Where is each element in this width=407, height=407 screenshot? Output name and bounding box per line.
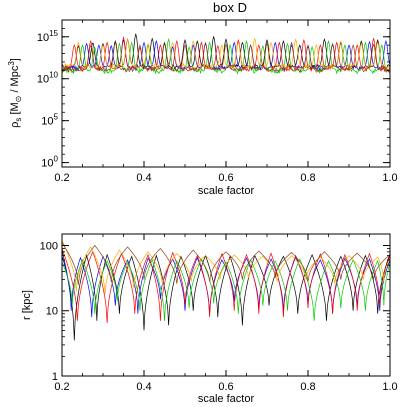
radius-y-axis-label: r [kpc] xyxy=(21,290,33,320)
y-tick-label: 1015 xyxy=(37,29,59,44)
density-x-axis-label: scale factor xyxy=(198,185,255,197)
density-y-axis-label: ρs [M⊙ / Mpc3] xyxy=(7,58,23,128)
x-tick-label: 0.4 xyxy=(136,381,151,393)
y-tick-label: 10 xyxy=(46,306,58,318)
figure-title: box D xyxy=(213,0,247,15)
y-tick-label: 105 xyxy=(41,113,58,128)
x-tick-label: 0.8 xyxy=(300,381,315,393)
x-tick-label: 0.4 xyxy=(136,172,151,184)
x-tick-label: 0.8 xyxy=(300,172,315,184)
x-tick-label: 1.0 xyxy=(382,381,397,393)
density-series-group xyxy=(62,32,390,75)
x-tick-label: 0.2 xyxy=(54,381,69,393)
radius-series-group xyxy=(62,240,390,341)
y-tick-label: 1 xyxy=(52,371,58,383)
radius-line-5 xyxy=(62,242,390,285)
density-line-4 xyxy=(62,37,390,71)
x-tick-label: 0.2 xyxy=(54,172,69,184)
x-tick-label: 0.6 xyxy=(218,381,233,393)
x-tick-label: 1.0 xyxy=(382,172,397,184)
radius-x-axis-label: scale factor xyxy=(198,393,255,405)
radius-panel: 0.2 0.4 0.6 0.8 1.0 1 10 100 scale factor r [kp… xyxy=(21,233,398,405)
density-axes: 0.2 0.4 0.6 0.8 1.0 100 105 1010 1015 xyxy=(37,19,398,184)
radius-line-4 xyxy=(62,240,390,295)
x-tick-label: 0.6 xyxy=(218,172,233,184)
radius-line-2 xyxy=(62,248,390,323)
y-tick-label: 100 xyxy=(41,155,58,170)
y-tick-label: 1010 xyxy=(37,71,59,86)
density-line-3 xyxy=(62,37,390,75)
density-line-5 xyxy=(62,41,390,74)
radius-axes: 0.2 0.4 0.6 0.8 1.0 1 10 100 xyxy=(40,234,398,393)
density-panel: 0.2 0.4 0.6 0.8 1.0 100 105 1010 1015 scale fact… xyxy=(7,19,398,197)
y-tick-label: 100 xyxy=(40,240,58,252)
radius-line-3 xyxy=(62,258,390,321)
